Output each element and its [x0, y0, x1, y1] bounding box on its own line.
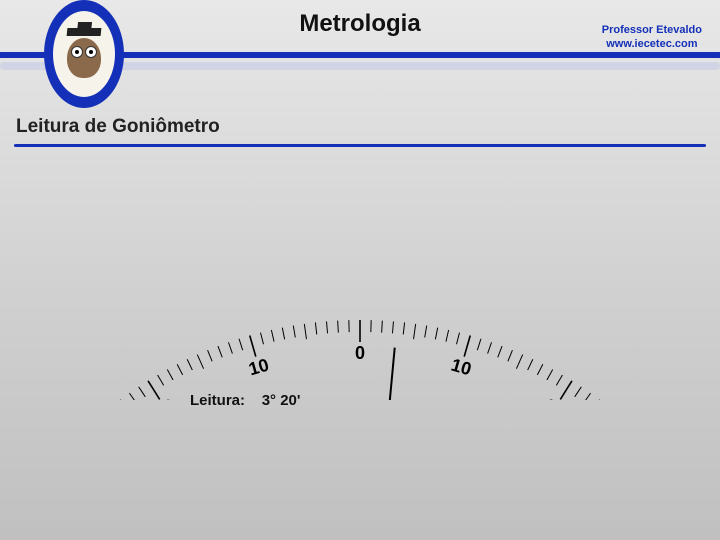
credit-block: Professor Etevaldo www.iecetec.com [602, 24, 702, 52]
reading-value: 3° 20' [262, 392, 301, 409]
section-rule [14, 144, 706, 147]
svg-text:20: 20 [152, 395, 180, 400]
reading-label: Leitura: [190, 392, 245, 409]
header: Metrologia Professor Etevaldo www.iecete… [0, 0, 720, 78]
svg-text:0: 0 [355, 343, 365, 363]
credit-url: www.iecetec.com [602, 38, 702, 52]
credit-author: Professor Etevaldo [602, 24, 702, 38]
svg-text:20: 20 [541, 395, 569, 400]
goniometer-diagram: 302010010203060453015015304560 [0, 150, 720, 400]
svg-text:10: 10 [246, 355, 271, 380]
reading-line: Leitura: 3° 20' [190, 392, 300, 409]
section-title: Leitura de Goniômetro [16, 116, 220, 138]
svg-text:10: 10 [449, 355, 474, 380]
